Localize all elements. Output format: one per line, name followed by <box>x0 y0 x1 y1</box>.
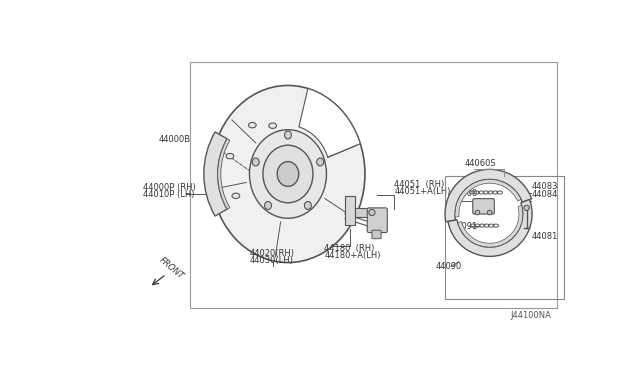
Text: 44010P (LH): 44010P (LH) <box>143 190 195 199</box>
Ellipse shape <box>488 210 492 215</box>
Text: 44000B: 44000B <box>159 135 191 144</box>
Wedge shape <box>448 199 532 256</box>
Text: 44180  (RH): 44180 (RH) <box>324 244 374 253</box>
Text: 44000P (RH): 44000P (RH) <box>143 183 196 192</box>
Wedge shape <box>458 205 523 247</box>
Text: J44100NA: J44100NA <box>511 311 551 320</box>
Ellipse shape <box>226 153 234 159</box>
Ellipse shape <box>211 86 365 263</box>
Ellipse shape <box>269 123 276 128</box>
Ellipse shape <box>250 130 326 218</box>
Text: 44084: 44084 <box>532 190 559 199</box>
Ellipse shape <box>285 131 291 139</box>
Ellipse shape <box>369 209 375 216</box>
Text: 44030(LH): 44030(LH) <box>250 256 293 265</box>
Wedge shape <box>445 169 532 222</box>
Ellipse shape <box>317 158 324 166</box>
Bar <box>345 196 355 225</box>
Polygon shape <box>299 89 360 157</box>
Bar <box>190 62 557 308</box>
Text: 44051+A(LH): 44051+A(LH) <box>394 187 451 196</box>
Ellipse shape <box>524 205 529 211</box>
Text: 44060S: 44060S <box>465 158 497 167</box>
Ellipse shape <box>211 147 214 151</box>
Text: 44083: 44083 <box>532 182 559 192</box>
Text: 44090: 44090 <box>436 262 462 271</box>
FancyBboxPatch shape <box>372 230 381 239</box>
Wedge shape <box>455 179 521 217</box>
Text: 44091: 44091 <box>452 222 478 231</box>
Text: FRONT: FRONT <box>157 256 185 282</box>
Ellipse shape <box>264 202 271 209</box>
Ellipse shape <box>263 145 313 203</box>
Ellipse shape <box>248 122 256 128</box>
Text: 44180+A(LH): 44180+A(LH) <box>324 251 381 260</box>
Bar <box>445 176 564 299</box>
Ellipse shape <box>252 158 259 166</box>
FancyBboxPatch shape <box>367 208 387 232</box>
Text: 44200: 44200 <box>452 189 478 198</box>
FancyBboxPatch shape <box>473 199 494 214</box>
Ellipse shape <box>209 145 216 153</box>
Wedge shape <box>204 132 227 216</box>
Text: 44051  (RH): 44051 (RH) <box>394 180 444 189</box>
Text: 44081: 44081 <box>532 232 559 241</box>
Ellipse shape <box>305 202 311 209</box>
Text: 44020(RH): 44020(RH) <box>250 249 294 259</box>
Ellipse shape <box>475 210 480 215</box>
Wedge shape <box>218 139 230 209</box>
Ellipse shape <box>232 193 240 199</box>
Bar <box>355 208 371 217</box>
Ellipse shape <box>277 161 299 186</box>
